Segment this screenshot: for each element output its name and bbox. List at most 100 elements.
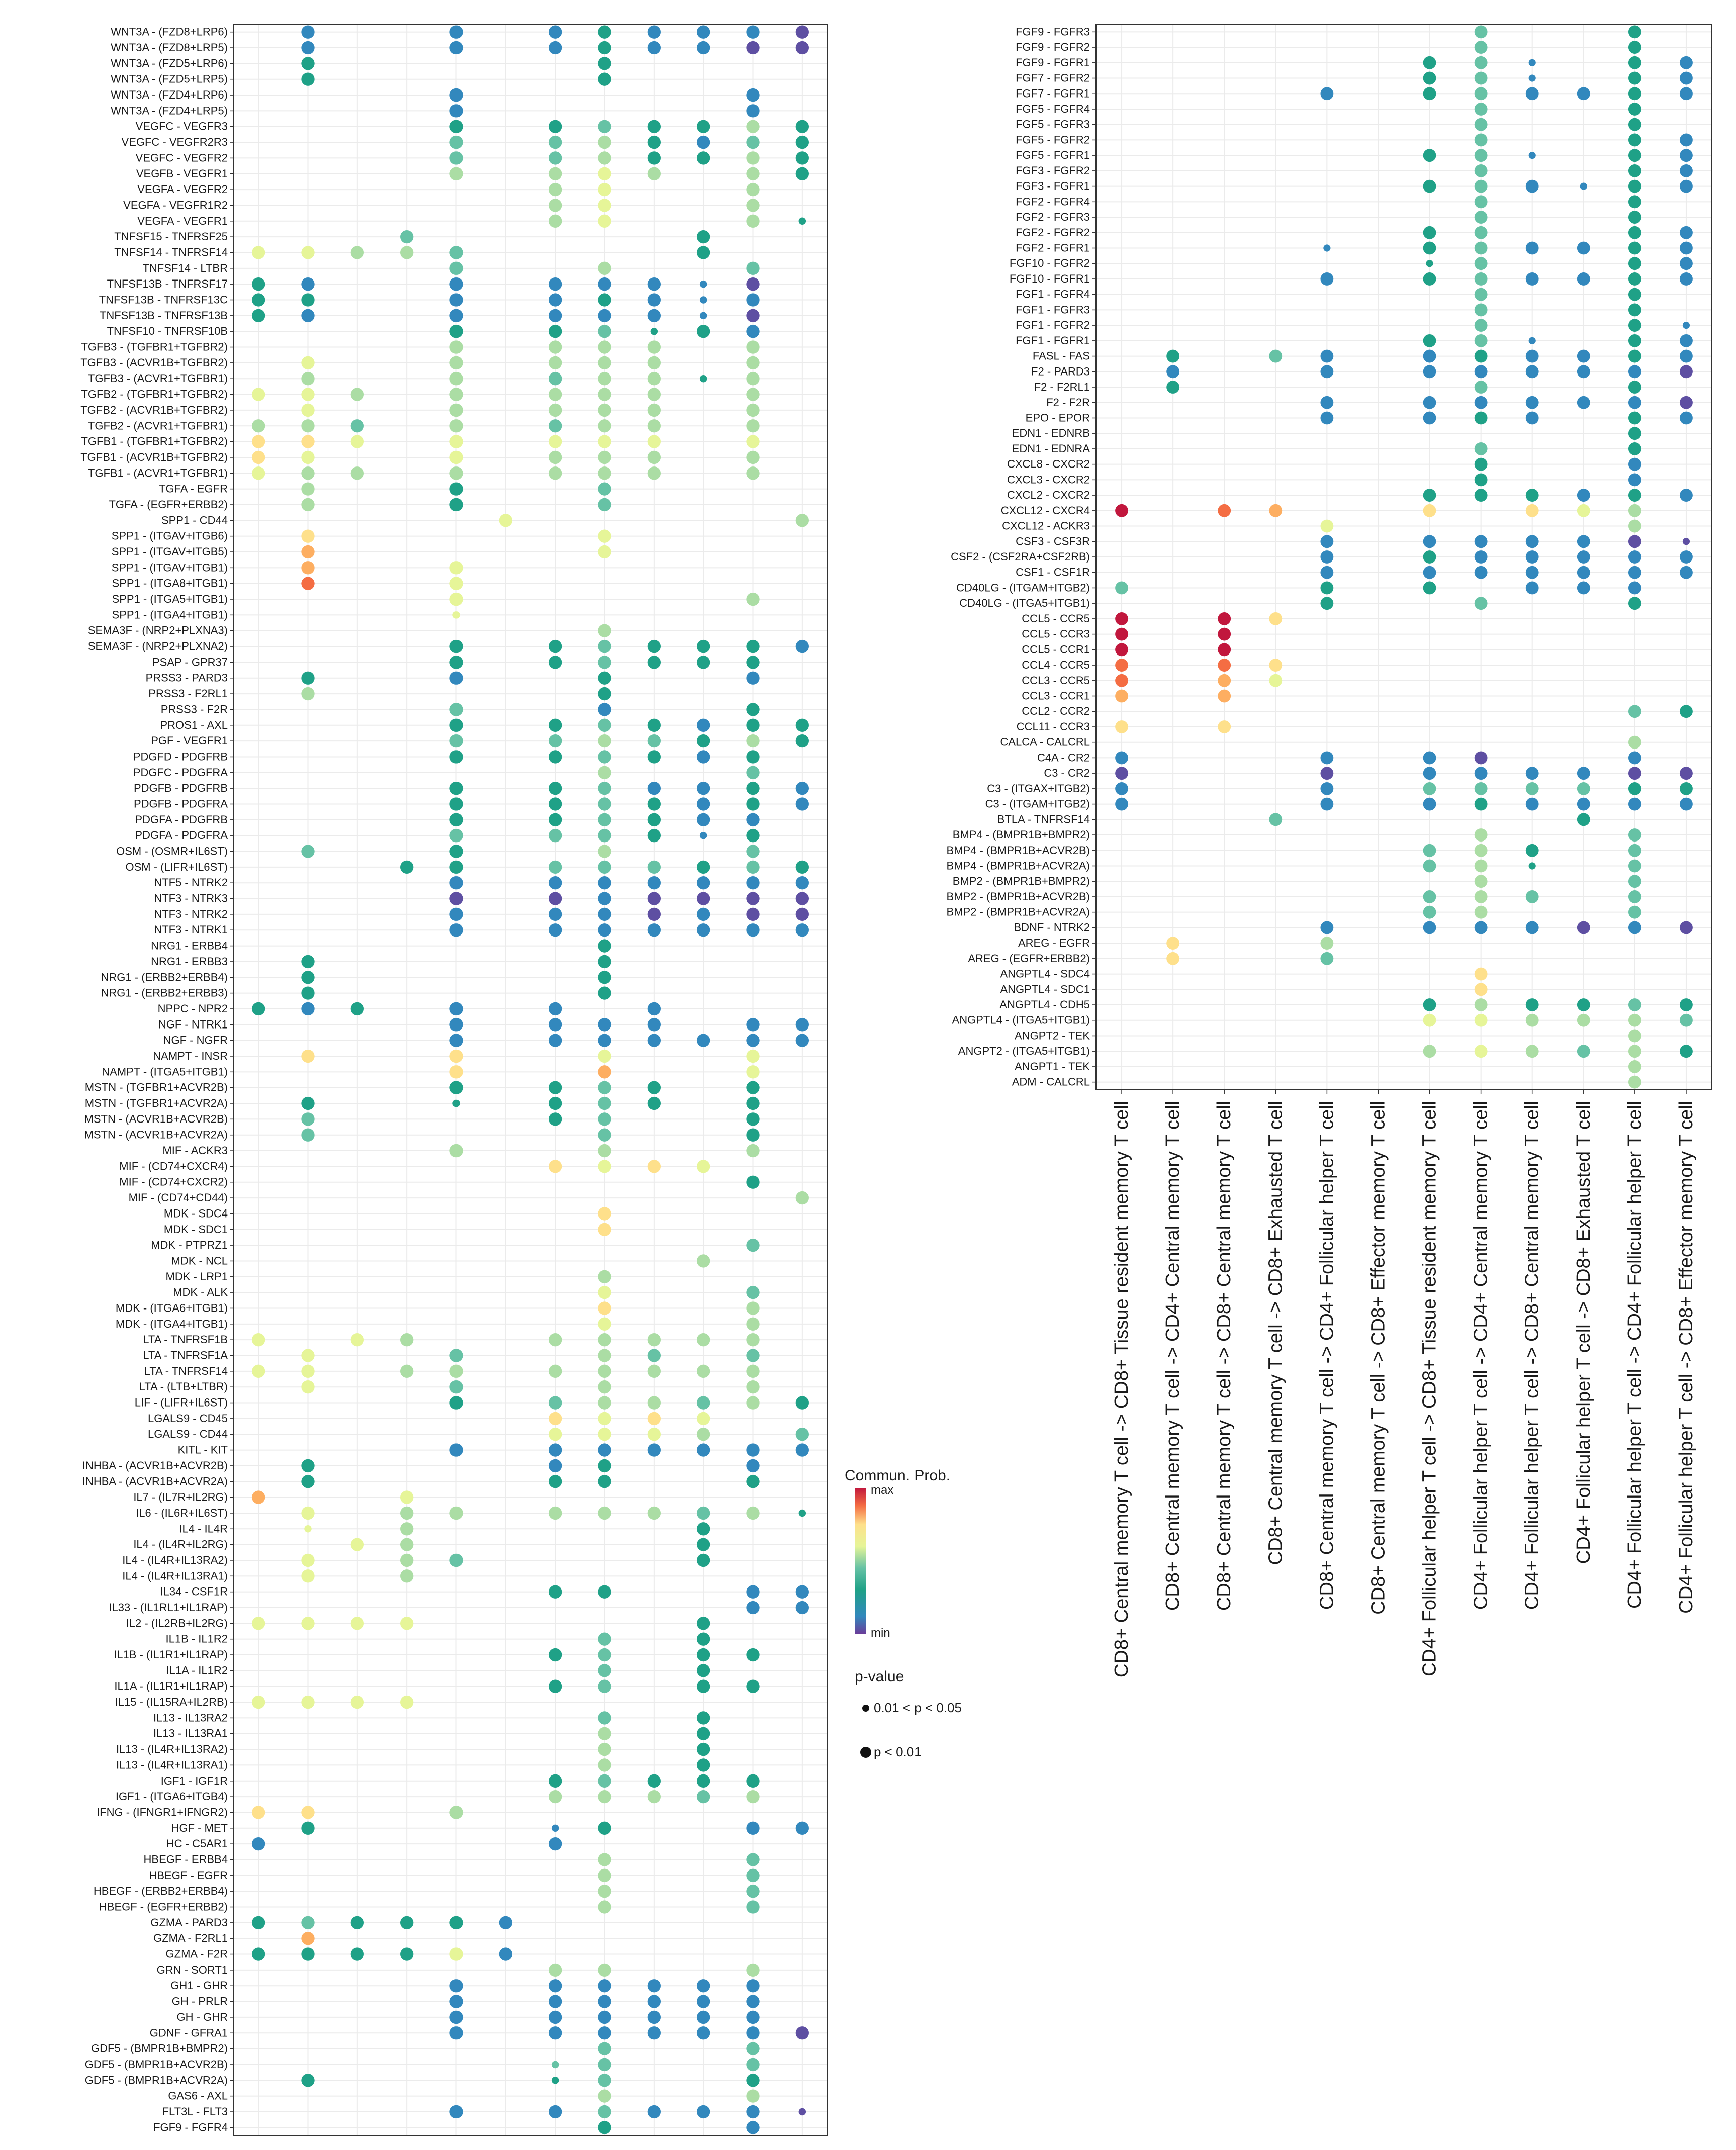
- right-dot: [1320, 535, 1334, 548]
- right-dot: [1577, 396, 1590, 409]
- left-dot: [746, 435, 760, 448]
- left-dot: [697, 1522, 710, 1536]
- left-dot: [301, 1569, 315, 1583]
- left-row-label: INHBA - (ACVR1B+ACVR2B): [82, 1459, 228, 1472]
- left-dot: [795, 1396, 809, 1410]
- left-dot: [598, 845, 611, 858]
- left-row-label: NPPC - NPR2: [158, 1002, 228, 1015]
- left-row-label: NTF5 - NTRK2: [154, 876, 228, 889]
- left-dot: [598, 466, 611, 480]
- left-dot: [598, 781, 611, 795]
- left-dot: [549, 1443, 562, 1457]
- left-dot: [252, 1916, 265, 1930]
- left-dot: [647, 1081, 661, 1094]
- left-dot: [449, 2026, 463, 2040]
- right-dot: [1628, 365, 1641, 379]
- right-dot: [1474, 381, 1488, 394]
- right-dot: [1680, 56, 1693, 69]
- left-dot: [697, 1034, 710, 1047]
- left-dot: [449, 120, 463, 133]
- right-dot: [1474, 241, 1488, 255]
- left-row-label: LGALS9 - CD44: [148, 1428, 228, 1440]
- left-dot: [697, 1506, 710, 1520]
- left-dot: [598, 1396, 611, 1410]
- right-dot: [1525, 504, 1539, 517]
- left-row-label: VEGFC - VEGFR3: [136, 120, 228, 133]
- left-dot: [746, 277, 760, 291]
- left-dot: [598, 1428, 611, 1441]
- right-dot: [1628, 87, 1641, 101]
- right-row-label: FASL - FAS: [1033, 350, 1090, 362]
- left-dot: [647, 120, 661, 133]
- left-dot: [647, 1443, 661, 1457]
- right-dot: [1680, 349, 1693, 363]
- right-dot: [1474, 226, 1488, 239]
- right-dot: [1115, 674, 1128, 687]
- left-dot: [697, 120, 710, 133]
- left-dot: [746, 2089, 760, 2103]
- left-row-label: IL1A - IL1R2: [166, 1664, 228, 1676]
- right-row-label: FGF1 - FGFR1: [1016, 334, 1090, 347]
- left-row-label: TNFSF14 - LTBR: [142, 262, 228, 274]
- left-dot: [499, 1947, 512, 1961]
- left-dot: [301, 72, 315, 86]
- left-dot: [301, 529, 315, 543]
- left-dot: [697, 1727, 710, 1740]
- left-row-label: PDGFA - PDGFRA: [135, 829, 228, 842]
- left-dot: [549, 1585, 562, 1599]
- right-dot: [1474, 179, 1488, 193]
- left-dot: [746, 199, 760, 212]
- left-row-label: NTF3 - NTRK1: [154, 923, 228, 936]
- right-dot: [1474, 272, 1488, 286]
- right-dot: [1680, 334, 1693, 347]
- left-dot: [449, 797, 463, 811]
- left-dot: [746, 309, 760, 323]
- right-dot: [1474, 25, 1488, 39]
- left-dot: [598, 907, 611, 921]
- left-dot: [301, 246, 315, 259]
- right-row-label: ANGPT1 - TEK: [1015, 1060, 1090, 1073]
- left-row-label: IL13 - IL13RA1: [153, 1727, 228, 1740]
- left-dot: [697, 1790, 710, 1804]
- left-dot: [647, 356, 661, 370]
- right-dot: [1423, 241, 1436, 255]
- right-dot: [1628, 41, 1641, 54]
- left-dot: [549, 1160, 562, 1173]
- left-dot: [252, 1002, 265, 1016]
- right-dot: [1525, 489, 1539, 502]
- left-dot: [746, 1601, 760, 1615]
- left-dot: [301, 955, 315, 969]
- right-dot: [1628, 905, 1641, 919]
- left-dot: [697, 1333, 710, 1347]
- right-dot: [1166, 381, 1180, 394]
- left-dot: [598, 1112, 611, 1126]
- right-dot: [1680, 164, 1693, 177]
- left-row-label: IGF1 - IGF1R: [161, 1774, 228, 1787]
- left-dot: [647, 277, 661, 291]
- left-row-label: PDGFB - PDGFRA: [134, 797, 228, 810]
- right-dot: [1628, 998, 1641, 1011]
- left-dot: [598, 498, 611, 512]
- left-dot: [598, 1758, 611, 1772]
- left-dot: [598, 1774, 611, 1788]
- right-dot: [1680, 797, 1693, 811]
- left-dot: [549, 797, 562, 811]
- left-dot: [598, 151, 611, 165]
- left-row-label: TNFSF15 - TNFRSF25: [114, 230, 228, 243]
- right-dot: [1218, 504, 1231, 517]
- left-dot: [647, 403, 661, 417]
- right-row-label: FGF5 - FGFR2: [1016, 133, 1090, 146]
- left-dot: [598, 829, 611, 843]
- right-row-label: F2 - F2R: [1046, 396, 1090, 409]
- right-dot: [1628, 797, 1641, 811]
- right-row-label: BMP4 - (BMPR1B+BMPR2): [953, 828, 1090, 841]
- right-dot: [1525, 581, 1539, 595]
- left-dot: [746, 340, 760, 354]
- right-dot: [1628, 427, 1641, 440]
- left-dot: [549, 718, 562, 732]
- left-row-label: WNT3A - (FZD8+LRP5): [111, 41, 228, 54]
- right-dot: [1474, 118, 1488, 131]
- left-dot: [598, 325, 611, 338]
- left-row-label: GH - PRLR: [172, 1995, 228, 2008]
- left-row-label: LGALS9 - CD45: [148, 1412, 228, 1425]
